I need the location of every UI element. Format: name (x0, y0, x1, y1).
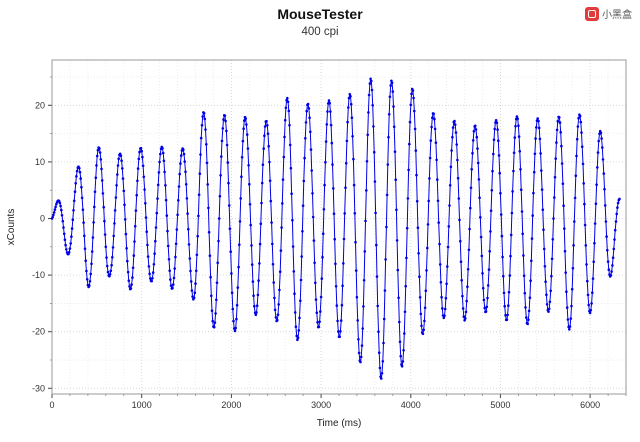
svg-text:xCounts: xCounts (6, 209, 17, 246)
watermark-text: 小黑盒 (602, 10, 632, 21)
heybox-logo-icon (585, 6, 599, 21)
svg-text:6000: 6000 (580, 400, 600, 410)
svg-text:3000: 3000 (311, 400, 331, 410)
svg-text:4000: 4000 (401, 400, 421, 410)
svg-text:Time (ms): Time (ms) (317, 418, 362, 429)
svg-text:-30: -30 (32, 383, 45, 393)
watermark: 小黑盒 (585, 6, 632, 21)
svg-text:1000: 1000 (132, 400, 152, 410)
svg-text:5000: 5000 (490, 400, 510, 410)
svg-text:0: 0 (40, 214, 45, 224)
svg-text:-10: -10 (32, 270, 45, 280)
chart-title: MouseTester (277, 6, 363, 22)
chart-header: MouseTester 400 cpi (0, 6, 640, 38)
svg-text:0: 0 (49, 400, 54, 410)
svg-text:2000: 2000 (221, 400, 241, 410)
svg-text:-20: -20 (32, 327, 45, 337)
xcounts-vs-time-chart: 0 1000 2000 3000 4000 5000 6000 -30 -20 -10 0 10 20 T… (6, 59, 627, 429)
svg-text:10: 10 (35, 157, 45, 167)
chart-subtitle: 400 cpi (301, 26, 339, 38)
svg-text:20: 20 (35, 100, 45, 110)
